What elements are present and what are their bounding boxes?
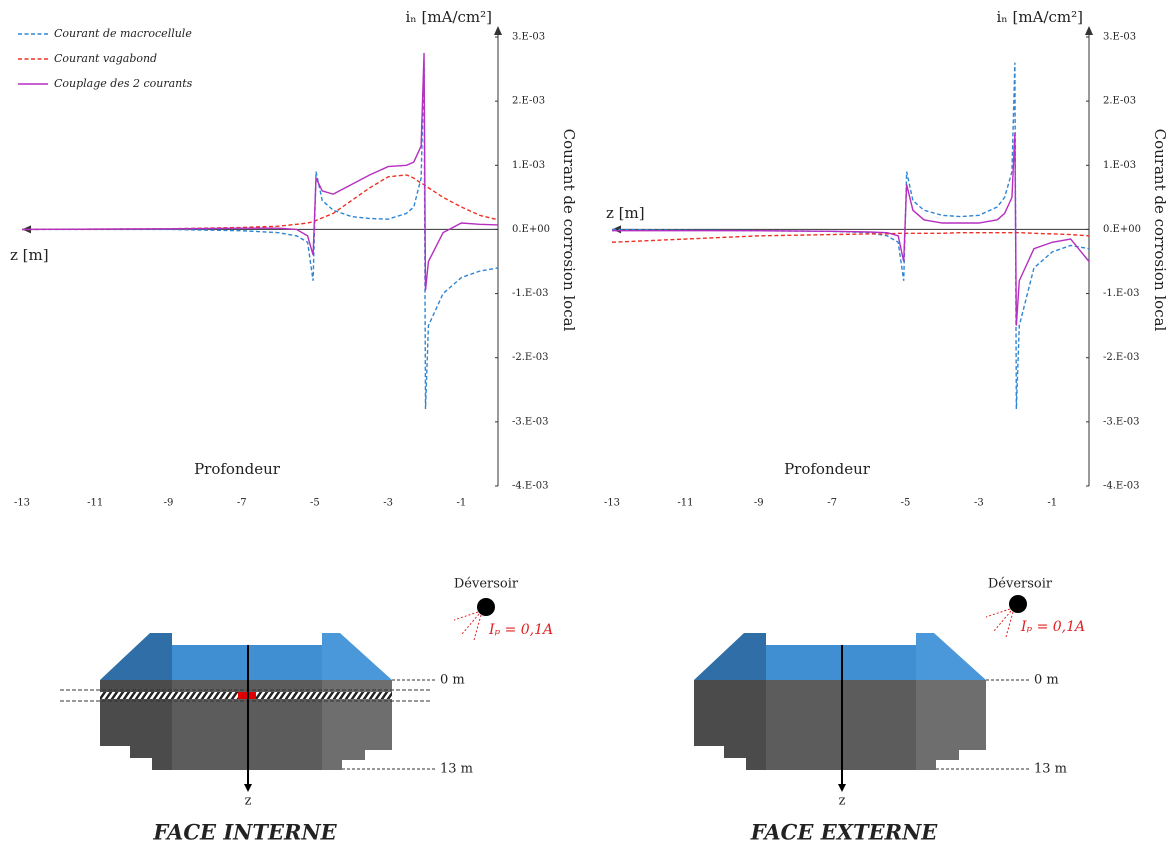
- y-tick-label: 3.E-03: [512, 32, 545, 43]
- y-axis-arrow: [1085, 26, 1093, 35]
- y-axis-label: Courant de corrosion local: [1151, 129, 1169, 332]
- x-axis-label: Profondeur: [194, 460, 281, 478]
- diagram-external: z 0 m 13 m Déversoir Iₚ = 0,1A FACE EXTE…: [694, 577, 1085, 845]
- x-tick-label: -3: [974, 498, 984, 509]
- x-tick-label: -9: [754, 498, 764, 509]
- arrow: [473, 614, 482, 641]
- source: [477, 598, 495, 616]
- diagram-internal: z 0 m 13 m Déversoir Iₚ = 0,1A FACE INTE…: [60, 577, 553, 845]
- y-tick-label: -2.E-03: [1103, 352, 1140, 363]
- chart: -4.E-03 -3.E-03 -2.E-03 -1.E-03 0.E+00 1.E-03…: [604, 8, 1169, 509]
- z-arrow: [838, 784, 846, 792]
- y-tick-label: -1.E-03: [512, 288, 549, 299]
- x-tick-label: -9: [164, 498, 174, 509]
- wall-left: [100, 680, 172, 770]
- z-label: z: [245, 794, 252, 809]
- wall-right: [322, 680, 392, 770]
- legend-label: Courant vagabond: [54, 52, 157, 65]
- x-tick-label: -3: [383, 498, 393, 509]
- wall-right: [916, 680, 986, 770]
- wall-left: [694, 680, 766, 770]
- y-axis-title: iₙ [mA/cm²]: [996, 8, 1083, 26]
- x-tick-label: -1: [1047, 498, 1057, 509]
- z-arrow: [244, 784, 252, 792]
- x-axis-name: z [m]: [606, 204, 645, 222]
- charts: -4.E-03 -3.E-03 -2.E-03 -1.E-03 0.E+00 1.E-03…: [10, 8, 1169, 509]
- legend-label: Courant de macrocellule: [54, 27, 192, 40]
- y-tick-label: -3.E-03: [1103, 416, 1140, 427]
- y-tick-label: 3.E-03: [1103, 32, 1136, 43]
- y-tick-label: -1.E-03: [1103, 288, 1140, 299]
- caption: FACE INTERNE: [152, 820, 337, 845]
- top-level: 0 m: [1034, 673, 1059, 688]
- current-arrows: [453, 611, 482, 641]
- y-tick-label: 1.E-03: [512, 160, 545, 171]
- source-label: Déversoir: [988, 577, 1053, 592]
- y-tick-label: -3.E-03: [512, 416, 549, 427]
- arrow: [1005, 611, 1014, 638]
- y-axis-title: iₙ [mA/cm²]: [405, 8, 492, 26]
- water-right: [916, 633, 986, 680]
- legend-label: Couplage des 2 courants: [54, 77, 193, 90]
- x-tick-label: -7: [827, 498, 837, 509]
- bottom-level: 13 m: [440, 762, 473, 777]
- series-line: [22, 62, 499, 410]
- series-line: [21, 174, 499, 231]
- y-tick-label: 2.E-03: [1103, 96, 1136, 107]
- x-axis-name: z [m]: [10, 246, 49, 264]
- y-tick-label: 2.E-03: [512, 96, 545, 107]
- x-tick-label: -1: [457, 498, 467, 509]
- source-label: Déversoir: [454, 577, 519, 592]
- y-tick-label: -4.E-03: [512, 481, 549, 492]
- y-tick-label: -2.E-03: [512, 352, 549, 363]
- x-axis-arrow: [612, 225, 621, 234]
- arrow: [985, 608, 1011, 618]
- x-tick-label: -5: [310, 498, 320, 509]
- current-label: Iₚ = 0,1A: [488, 622, 553, 638]
- arrow: [453, 611, 479, 621]
- x-tick-label: -13: [14, 498, 30, 509]
- y-tick-label: -4.E-03: [1103, 481, 1140, 492]
- source: [1009, 595, 1027, 613]
- chart: -4.E-03 -3.E-03 -2.E-03 -1.E-03 0.E+00 1.E-03…: [10, 8, 578, 509]
- x-axis-label: Profondeur: [784, 460, 871, 478]
- caption: FACE EXTERNE: [750, 820, 939, 845]
- water-left: [694, 633, 766, 680]
- x-tick-label: -11: [87, 498, 103, 509]
- current-arrows: [985, 608, 1014, 638]
- y-axis-arrow: [494, 26, 502, 35]
- z-label: z: [839, 794, 846, 809]
- x-tick-label: -13: [604, 498, 620, 509]
- series-line: [611, 62, 1090, 410]
- y-tick-label: 0.E+00: [1103, 224, 1141, 235]
- water-right: [322, 633, 392, 680]
- x-tick-label: -11: [677, 498, 693, 509]
- arrow: [461, 613, 480, 635]
- y-axis-label: Courant de corrosion local: [560, 129, 578, 332]
- series-line: [611, 231, 1090, 243]
- x-tick-label: -5: [901, 498, 911, 509]
- bottom-level: 13 m: [1034, 762, 1067, 777]
- current-label: Iₚ = 0,1A: [1020, 619, 1085, 635]
- y-tick-label: 1.E-03: [1103, 160, 1136, 171]
- y-tick-label: 0.E+00: [512, 224, 550, 235]
- top-level: 0 m: [440, 673, 465, 688]
- series-line: [21, 53, 499, 291]
- arrow: [993, 610, 1012, 632]
- x-tick-label: -7: [237, 498, 247, 509]
- series-line: [612, 133, 1090, 326]
- water-left: [100, 633, 172, 680]
